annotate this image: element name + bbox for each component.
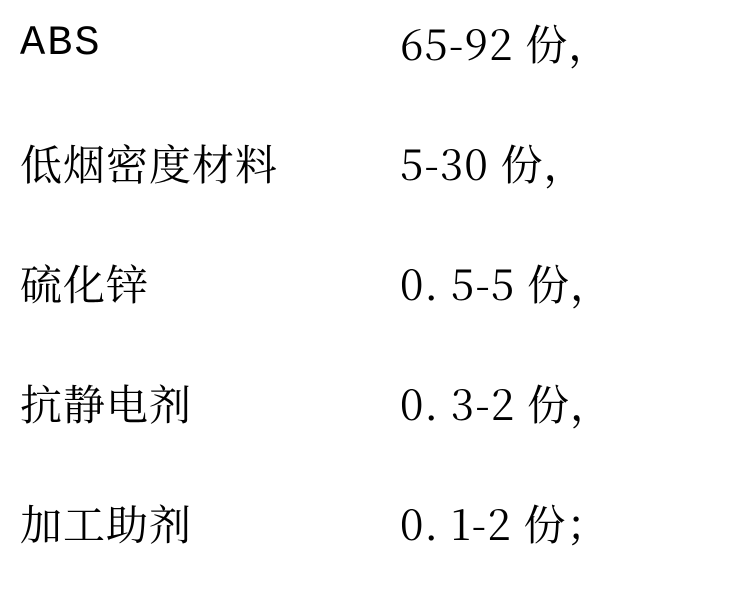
composition-table: ABS 65-92 份， 低烟密度材料 5-30 份， 硫化锌 0. 5-5 份… — [0, 0, 743, 615]
ingredient-value: 0. 5-5 份， — [400, 262, 613, 304]
ingredient-label: ABS — [20, 22, 102, 64]
ingredient-value: 5-30 份， — [400, 142, 587, 184]
ingredient-value: 0. 1-2 份； — [400, 502, 609, 544]
ingredient-label: 硫化锌 — [20, 262, 149, 304]
ingredient-value: 65-92 份， — [400, 22, 611, 64]
ingredient-label: 抗静电剂 — [20, 382, 192, 424]
ingredient-label: 加工助剂 — [20, 502, 192, 544]
ingredient-value: 0. 3-2 份， — [400, 382, 613, 424]
ingredient-label: 低烟密度材料 — [20, 142, 278, 184]
